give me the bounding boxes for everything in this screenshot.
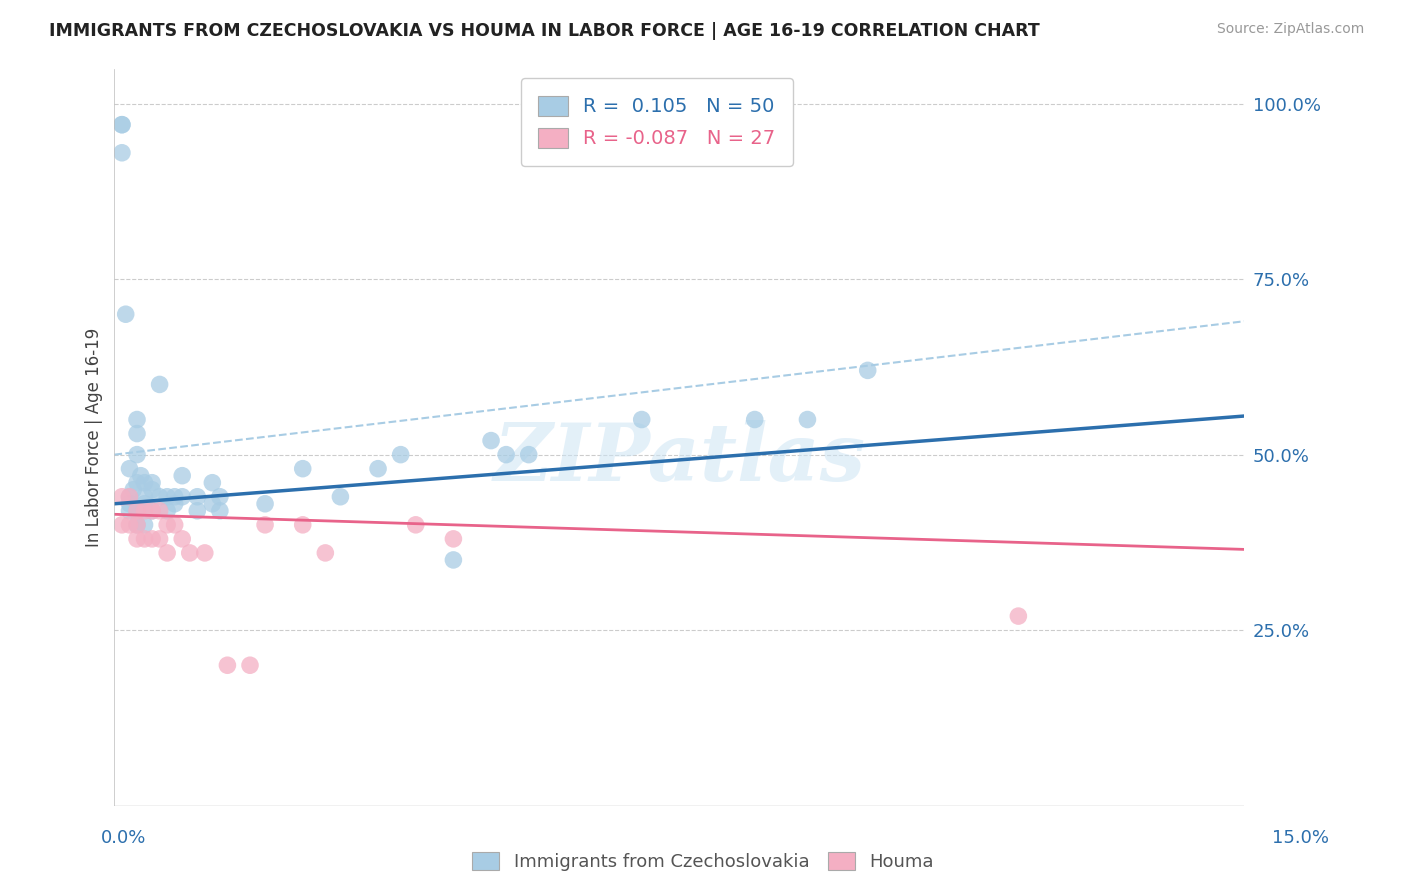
Point	[239, 658, 262, 673]
Point	[367, 461, 389, 475]
Point	[149, 532, 172, 546]
Point	[111, 118, 134, 132]
Point	[111, 517, 134, 532]
Point	[254, 517, 277, 532]
Point	[208, 504, 231, 518]
Point	[208, 490, 231, 504]
Point	[111, 145, 134, 160]
Point	[201, 497, 224, 511]
Point	[163, 497, 186, 511]
Point	[134, 490, 156, 504]
Point	[149, 504, 172, 518]
Point	[441, 532, 464, 546]
Point	[111, 118, 134, 132]
Legend: Immigrants from Czechoslovakia, Houma: Immigrants from Czechoslovakia, Houma	[465, 846, 941, 879]
Point	[441, 553, 464, 567]
Point	[163, 517, 186, 532]
Point	[163, 490, 186, 504]
Point	[114, 307, 136, 321]
Point	[125, 517, 148, 532]
Point	[141, 532, 163, 546]
Point	[405, 517, 427, 532]
Point	[156, 546, 179, 560]
Point	[1007, 609, 1029, 624]
Point	[495, 448, 517, 462]
Point	[118, 461, 141, 475]
Point	[129, 468, 152, 483]
Point	[125, 475, 148, 490]
Point	[118, 497, 141, 511]
Point	[122, 483, 145, 497]
Point	[125, 504, 148, 518]
Point	[172, 532, 194, 546]
Point	[291, 461, 314, 475]
Point	[796, 412, 818, 426]
Point	[201, 475, 224, 490]
Point	[111, 490, 134, 504]
Point	[172, 490, 194, 504]
Point	[744, 412, 766, 426]
Point	[172, 468, 194, 483]
Point	[134, 532, 156, 546]
Text: 0.0%: 0.0%	[101, 829, 146, 847]
Point	[118, 490, 141, 504]
Point	[194, 546, 217, 560]
Point	[156, 504, 179, 518]
Point	[517, 448, 540, 462]
Point	[118, 517, 141, 532]
Point	[141, 483, 163, 497]
Point	[291, 517, 314, 532]
Point	[125, 532, 148, 546]
Point	[125, 504, 148, 518]
Point	[329, 490, 352, 504]
Legend: R =  0.105   N = 50, R = -0.087   N = 27: R = 0.105 N = 50, R = -0.087 N = 27	[520, 78, 793, 166]
Point	[314, 546, 336, 560]
Point	[389, 448, 412, 462]
Point	[217, 658, 239, 673]
Point	[134, 475, 156, 490]
Point	[125, 426, 148, 441]
Point	[630, 412, 652, 426]
Point	[134, 504, 156, 518]
Point	[856, 363, 879, 377]
Text: IMMIGRANTS FROM CZECHOSLOVAKIA VS HOUMA IN LABOR FORCE | AGE 16-19 CORRELATION C: IMMIGRANTS FROM CZECHOSLOVAKIA VS HOUMA …	[49, 22, 1040, 40]
Point	[134, 497, 156, 511]
Point	[118, 504, 141, 518]
Point	[156, 517, 179, 532]
Point	[141, 504, 163, 518]
Point	[179, 546, 201, 560]
Point	[125, 517, 148, 532]
Point	[186, 490, 208, 504]
Point	[186, 504, 208, 518]
Point	[479, 434, 502, 448]
Point	[118, 490, 141, 504]
Y-axis label: In Labor Force | Age 16-19: In Labor Force | Age 16-19	[86, 327, 103, 547]
Text: Source: ZipAtlas.com: Source: ZipAtlas.com	[1216, 22, 1364, 37]
Point	[141, 475, 163, 490]
Point	[134, 517, 156, 532]
Text: 15.0%: 15.0%	[1271, 829, 1329, 847]
Point	[149, 490, 172, 504]
Point	[125, 412, 148, 426]
Point	[141, 504, 163, 518]
Text: ZIPatlas: ZIPatlas	[494, 420, 866, 498]
Point	[149, 377, 172, 392]
Point	[254, 497, 277, 511]
Point	[156, 490, 179, 504]
Point	[125, 448, 148, 462]
